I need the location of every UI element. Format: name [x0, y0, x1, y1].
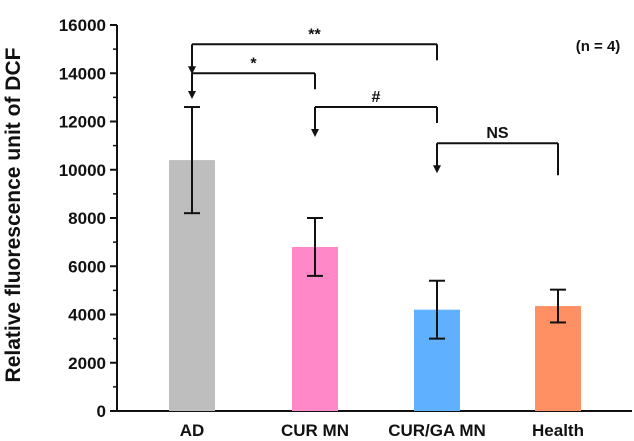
y-axis-label: Relative fluorescence unit of DCF: [2, 47, 25, 382]
y-tick-label: 16000: [59, 16, 106, 35]
y-tick-label: 12000: [59, 113, 106, 132]
significance-label: *: [250, 55, 257, 72]
bracket-arrow: [188, 91, 196, 99]
y-tick-label: 4000: [68, 306, 106, 325]
y-tick-label: 0: [97, 402, 106, 421]
y-tick-label: 14000: [59, 64, 106, 83]
x-tick-label: Health: [532, 421, 584, 440]
significance-label: #: [372, 89, 381, 106]
n-annotation: (n = 4): [576, 38, 621, 55]
y-tick-label: 6000: [68, 257, 106, 276]
significance-label: NS: [486, 125, 509, 142]
y-tick-label: 2000: [68, 354, 106, 373]
x-tick-label: CUR/GA MN: [388, 421, 486, 440]
x-tick-label: AD: [180, 421, 205, 440]
bracket-arrow: [433, 165, 441, 173]
y-tick-label: 8000: [68, 209, 106, 228]
bracket-arrow: [311, 129, 319, 137]
y-tick-label: 10000: [59, 161, 106, 180]
x-tick-label: CUR MN: [281, 421, 349, 440]
significance-label: **: [308, 26, 321, 43]
plot-area: 0 2000 4000 6000 8000 10000 12000 14000 16000 AD C…: [59, 16, 632, 440]
